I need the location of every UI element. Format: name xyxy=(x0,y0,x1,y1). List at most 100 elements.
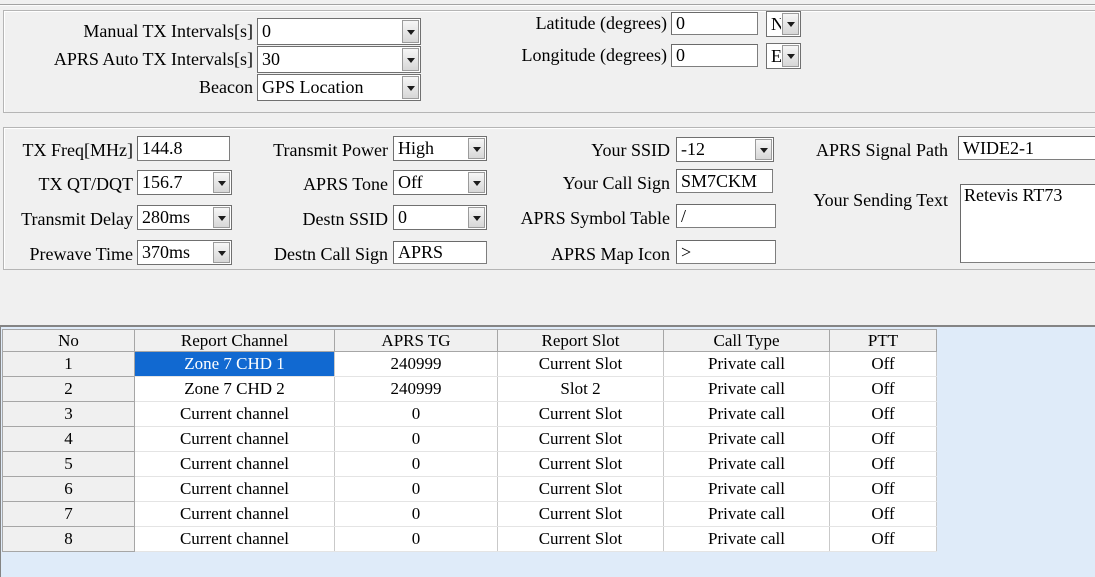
table-row: 5 Current channel 0 Current Slot Private… xyxy=(2,451,937,477)
your-call-sign-input[interactable] xyxy=(676,169,773,193)
longitude-direction-combo[interactable]: E xyxy=(766,43,801,69)
report-channel-cell[interactable]: Zone 7 CHD 1 xyxy=(134,351,335,377)
destn-ssid-dropdown-button[interactable] xyxy=(468,207,485,228)
aprs-tg-cell[interactable]: 240999 xyxy=(334,376,498,402)
your-ssid-combo[interactable]: -12 xyxy=(676,137,774,162)
manual-tx-intervals-combo[interactable]: 0 xyxy=(257,18,421,45)
call-type-cell[interactable]: Private call xyxy=(663,526,830,552)
ptt-cell[interactable]: Off xyxy=(829,376,937,402)
latitude-direction-value: N xyxy=(771,13,781,34)
row-number-cell[interactable]: 5 xyxy=(2,451,135,477)
latitude-input[interactable] xyxy=(671,12,758,35)
report-channel-cell[interactable]: Current channel xyxy=(134,476,335,502)
aprs-tone-dropdown-button[interactable] xyxy=(468,172,485,193)
aprs-tg-cell[interactable]: 0 xyxy=(334,476,498,502)
report-slot-cell[interactable]: Current Slot xyxy=(497,451,664,477)
report-slot-cell[interactable]: Current Slot xyxy=(497,526,664,552)
header-aprs-tg: APRS TG xyxy=(334,329,498,352)
aprs-auto-tx-intervals-dropdown-button[interactable] xyxy=(402,48,419,71)
transmit-delay-combo[interactable]: 280ms xyxy=(137,205,232,230)
chevron-down-icon xyxy=(786,22,795,31)
destn-call-sign-input[interactable] xyxy=(393,241,487,264)
transmit-power-combo[interactable]: High xyxy=(393,136,487,161)
tx-qt-dqt-dropdown-button[interactable] xyxy=(213,172,230,193)
longitude-direction-dropdown-button[interactable] xyxy=(782,45,799,67)
call-type-cell[interactable]: Private call xyxy=(663,401,830,427)
report-channel-cell[interactable]: Current channel xyxy=(134,501,335,527)
ptt-cell[interactable]: Off xyxy=(829,451,937,477)
report-channel-cell[interactable]: Current channel xyxy=(134,401,335,427)
aprs-map-icon-input[interactable] xyxy=(676,240,776,264)
aprs-signal-path-input[interactable] xyxy=(958,136,1095,160)
report-slot-cell[interactable]: Current Slot xyxy=(497,426,664,452)
latitude-direction-combo[interactable]: N xyxy=(766,11,801,37)
ptt-cell[interactable]: Off xyxy=(829,426,937,452)
row-number-cell[interactable]: 1 xyxy=(2,351,135,377)
row-number-cell[interactable]: 4 xyxy=(2,426,135,452)
call-type-cell[interactable]: Private call xyxy=(663,501,830,527)
prewave-time-label: Prewave Time xyxy=(29,244,134,264)
beacon-combo[interactable]: GPS Location xyxy=(257,74,421,101)
your-ssid-dropdown-button[interactable] xyxy=(755,139,772,160)
report-channel-cell[interactable]: Current channel xyxy=(134,426,335,452)
destn-ssid-label: Destn SSID xyxy=(302,209,388,229)
longitude-direction-value: E xyxy=(771,45,781,66)
latitude-direction-dropdown-button[interactable] xyxy=(782,13,799,35)
aprs-tg-cell[interactable]: 240999 xyxy=(334,351,498,377)
call-type-cell[interactable]: Private call xyxy=(663,426,830,452)
prewave-time-value: 370ms xyxy=(142,242,191,262)
row-number-cell[interactable]: 2 xyxy=(2,376,135,402)
transmit-delay-dropdown-button[interactable] xyxy=(213,207,230,228)
row-number-cell[interactable]: 6 xyxy=(2,476,135,502)
report-channel-cell[interactable]: Zone 7 CHD 2 xyxy=(134,376,335,402)
aprs-tg-cell[interactable]: 0 xyxy=(334,426,498,452)
aprs-tg-cell[interactable]: 0 xyxy=(334,501,498,527)
your-ssid-value: -12 xyxy=(681,139,705,159)
call-type-cell[interactable]: Private call xyxy=(663,476,830,502)
report-slot-cell[interactable]: Current Slot xyxy=(497,501,664,527)
aprs-tg-cell[interactable]: 0 xyxy=(334,526,498,552)
aprs-auto-tx-intervals-value: 30 xyxy=(262,49,280,69)
report-channel-cell[interactable]: Current channel xyxy=(134,451,335,477)
header-call-type: Call Type xyxy=(663,329,830,352)
your-sending-text-textarea[interactable]: Retevis RT73 xyxy=(960,184,1095,263)
ptt-cell[interactable]: Off xyxy=(829,501,937,527)
aprs-auto-tx-intervals-combo[interactable]: 30 xyxy=(257,46,421,73)
ptt-cell[interactable]: Off xyxy=(829,526,937,552)
header-report-channel: Report Channel xyxy=(134,329,335,352)
aprs-auto-tx-intervals-label: APRS Auto TX Intervals[s] xyxy=(53,49,253,69)
aprs-tg-cell[interactable]: 0 xyxy=(334,401,498,427)
destn-ssid-combo[interactable]: 0 xyxy=(393,205,487,230)
tx-freq-label: TX Freq[MHz] xyxy=(22,140,133,160)
call-type-cell[interactable]: Private call xyxy=(663,451,830,477)
call-type-cell[interactable]: Private call xyxy=(663,376,830,402)
manual-tx-intervals-dropdown-button[interactable] xyxy=(402,20,419,43)
prewave-time-dropdown-button[interactable] xyxy=(213,242,230,263)
table-row: 6 Current channel 0 Current Slot Private… xyxy=(2,476,937,502)
row-number-cell[interactable]: 3 xyxy=(2,401,135,427)
beacon-value: GPS Location xyxy=(262,77,364,97)
beacon-dropdown-button[interactable] xyxy=(402,76,419,99)
tx-qt-dqt-label: TX QT/DQT xyxy=(38,174,133,194)
call-type-cell[interactable]: Private call xyxy=(663,351,830,377)
row-number-cell[interactable]: 8 xyxy=(2,526,135,552)
row-number-cell[interactable]: 7 xyxy=(2,501,135,527)
prewave-time-combo[interactable]: 370ms xyxy=(137,240,232,265)
report-channel-cell[interactable]: Current channel xyxy=(134,526,335,552)
aprs-tg-cell[interactable]: 0 xyxy=(334,451,498,477)
transmit-power-dropdown-button[interactable] xyxy=(468,138,485,159)
report-channel-table: No Report Channel APRS TG Report Slot Ca… xyxy=(2,329,937,552)
report-slot-cell[interactable]: Current Slot xyxy=(497,401,664,427)
longitude-input[interactable] xyxy=(671,44,758,67)
report-slot-cell[interactable]: Current Slot xyxy=(497,476,664,502)
ptt-cell[interactable]: Off xyxy=(829,476,937,502)
tx-freq-input[interactable] xyxy=(137,136,230,161)
ptt-cell[interactable]: Off xyxy=(829,401,937,427)
report-slot-cell[interactable]: Slot 2 xyxy=(497,376,664,402)
report-slot-cell[interactable]: Current Slot xyxy=(497,351,664,377)
tx-qt-dqt-combo[interactable]: 156.7 xyxy=(137,170,232,195)
aprs-tone-combo[interactable]: Off xyxy=(393,170,487,195)
transmit-power-value: High xyxy=(398,138,434,158)
aprs-symbol-table-input[interactable] xyxy=(676,204,776,228)
ptt-cell[interactable]: Off xyxy=(829,351,937,377)
